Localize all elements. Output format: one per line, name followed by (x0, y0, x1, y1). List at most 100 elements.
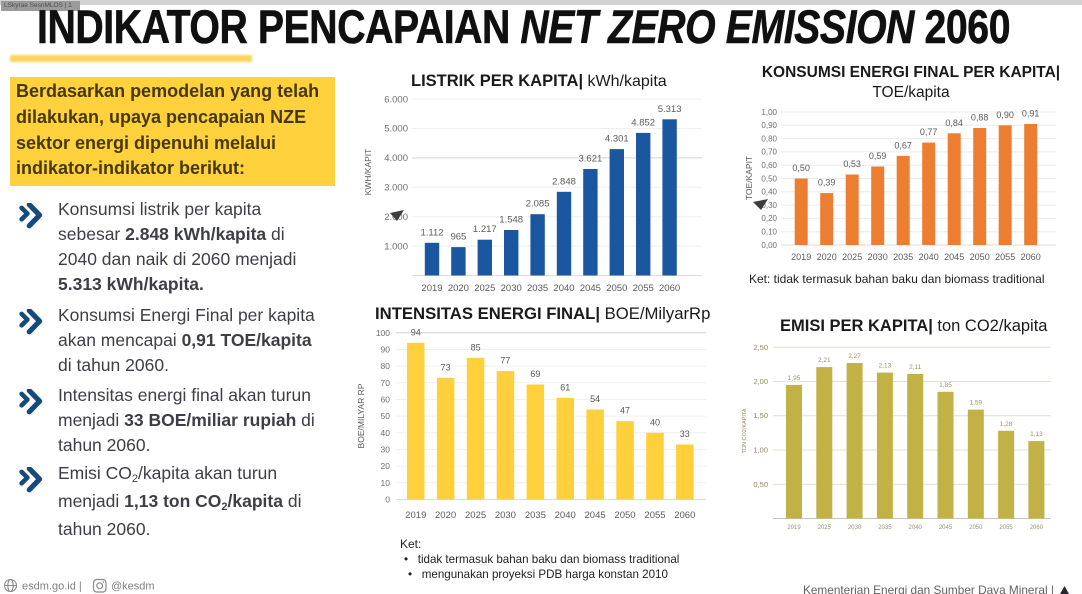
svg-text:2,21: 2,21 (818, 357, 831, 364)
svg-text:0,39: 0,39 (818, 178, 836, 188)
svg-text:EMISI PER KAPITA| ton CO2/kapi: EMISI PER KAPITA| ton CO2/kapita (780, 317, 1048, 335)
svg-text:2.085: 2.085 (526, 199, 550, 210)
svg-text:2045: 2045 (939, 525, 953, 531)
svg-text:2.848: 2.848 (552, 176, 576, 187)
svg-text:1.548: 1.548 (499, 215, 523, 226)
svg-text:2030: 2030 (495, 510, 516, 521)
svg-text:1,28: 1,28 (1000, 421, 1013, 428)
svg-text:2060: 2060 (1030, 525, 1044, 531)
svg-text:LISTRIK PER KAPITA| kWh/kapita: LISTRIK PER KAPITA| kWh/kapita (411, 72, 667, 90)
svg-text:2020: 2020 (448, 283, 469, 294)
svg-text:2040: 2040 (909, 525, 923, 531)
svg-text:4.301: 4.301 (605, 134, 629, 145)
svg-text:60: 60 (381, 395, 391, 405)
svg-text:KONSUMSI ENERGI FINAL PER KAPI: KONSUMSI ENERGI FINAL PER KAPITA| (762, 64, 1060, 81)
svg-text:77: 77 (500, 356, 510, 366)
svg-text:2040: 2040 (555, 510, 576, 521)
svg-text:0,84: 0,84 (945, 118, 963, 128)
svg-text:965: 965 (450, 232, 466, 243)
svg-text:0,50: 0,50 (761, 174, 777, 183)
svg-text:2045: 2045 (580, 283, 601, 294)
svg-text:73: 73 (441, 362, 451, 372)
svg-text:70: 70 (381, 378, 391, 388)
svg-text:2025: 2025 (818, 525, 832, 531)
svg-text:• mengunakan proyeksi PDB ha: • mengunakan proyeksi PDB harga konstan … (408, 568, 668, 581)
svg-text:1.112: 1.112 (420, 227, 443, 238)
svg-text:5.000: 5.000 (384, 124, 408, 135)
svg-text:2055: 2055 (644, 510, 665, 521)
svg-text:2060: 2060 (659, 283, 680, 294)
svg-text:3.000: 3.000 (384, 183, 408, 194)
svg-text:TOE/KAPIT: TOE/KAPIT (744, 156, 754, 200)
svg-text:0,80: 0,80 (761, 134, 777, 143)
svg-text:0,30: 0,30 (761, 201, 777, 210)
svg-text:2020: 2020 (817, 252, 837, 262)
svg-text:2,50: 2,50 (753, 343, 768, 352)
svg-text:90: 90 (381, 345, 391, 355)
svg-text:0,88: 0,88 (971, 113, 989, 123)
svg-text:6.000: 6.000 (384, 94, 408, 105)
svg-text:2020: 2020 (435, 510, 456, 521)
svg-text:2040: 2040 (919, 252, 939, 262)
svg-text:0,53: 0,53 (843, 159, 861, 169)
svg-text:2055: 2055 (995, 252, 1015, 262)
svg-text:5.313: 5.313 (658, 104, 682, 115)
svg-text:54: 54 (590, 394, 600, 404)
svg-text:0,59: 0,59 (869, 151, 887, 161)
svg-text:3.621: 3.621 (579, 154, 603, 165)
svg-text:2045: 2045 (585, 510, 606, 521)
svg-text:2035: 2035 (525, 510, 546, 521)
svg-text:4.000: 4.000 (384, 153, 408, 164)
svg-text:2055: 2055 (633, 283, 654, 294)
svg-text:1,00: 1,00 (761, 108, 777, 117)
svg-text:2030: 2030 (848, 525, 862, 531)
svg-text:2045: 2045 (944, 252, 964, 262)
svg-text:• tidak termasuk bahan baku: • tidak termasuk bahan baku dan biomass … (404, 553, 679, 566)
svg-text:2019: 2019 (791, 252, 811, 262)
svg-text:61: 61 (560, 382, 570, 392)
svg-text:1,00: 1,00 (753, 446, 768, 455)
svg-text:0,50: 0,50 (753, 480, 768, 489)
svg-text:2019: 2019 (405, 510, 426, 521)
svg-text:0,50: 0,50 (792, 163, 810, 173)
svg-text:47: 47 (620, 406, 630, 416)
svg-text:2050: 2050 (969, 525, 983, 531)
svg-text:2,27: 2,27 (848, 353, 861, 360)
svg-text:33: 33 (680, 429, 690, 439)
svg-text:esdm.go.id |: esdm.go.id | (22, 581, 82, 593)
svg-text:0,90: 0,90 (761, 121, 777, 130)
svg-text:2030: 2030 (501, 283, 522, 294)
svg-text:0,91: 0,91 (1022, 109, 1040, 119)
svg-text:2,00: 2,00 (753, 377, 768, 386)
svg-text:1,85: 1,85 (939, 382, 952, 389)
svg-text:0,10: 0,10 (761, 228, 777, 237)
svg-text:1,95: 1,95 (788, 375, 801, 382)
svg-text:2040: 2040 (553, 283, 574, 294)
svg-text:2025: 2025 (465, 510, 486, 521)
svg-text:85: 85 (471, 342, 481, 352)
svg-text:2050: 2050 (606, 283, 627, 294)
svg-text:Kementerian Energi dan Sumber: Kementerian Energi dan Sumber Daya Miner… (803, 583, 1054, 594)
svg-text:2,13: 2,13 (879, 363, 892, 370)
svg-text:10: 10 (381, 478, 391, 488)
svg-text:@kesdm: @kesdm (111, 581, 155, 593)
svg-text:40: 40 (381, 428, 391, 438)
svg-text:1,13: 1,13 (1030, 431, 1043, 438)
svg-text:BOE/MILYAR RP: BOE/MILYAR RP (356, 383, 366, 448)
svg-text:2030: 2030 (868, 252, 888, 262)
svg-text:0,60: 0,60 (761, 161, 777, 170)
svg-text:80: 80 (381, 361, 391, 371)
svg-text:0,20: 0,20 (761, 214, 777, 223)
svg-text:Ket:: Ket: (400, 537, 421, 551)
svg-text:0,90: 0,90 (996, 110, 1014, 120)
svg-text:50: 50 (381, 411, 391, 421)
svg-text:2025: 2025 (474, 283, 495, 294)
svg-text:TON CO2/KAPITA: TON CO2/KAPITA (742, 408, 748, 453)
svg-text:2050: 2050 (614, 510, 635, 521)
svg-text:30: 30 (381, 445, 391, 455)
svg-text:0,77: 0,77 (920, 127, 938, 137)
svg-text:0,67: 0,67 (894, 140, 912, 150)
svg-text:2019: 2019 (421, 283, 442, 294)
svg-text:2050: 2050 (970, 252, 990, 262)
svg-text:TOE/kapita: TOE/kapita (872, 84, 950, 101)
